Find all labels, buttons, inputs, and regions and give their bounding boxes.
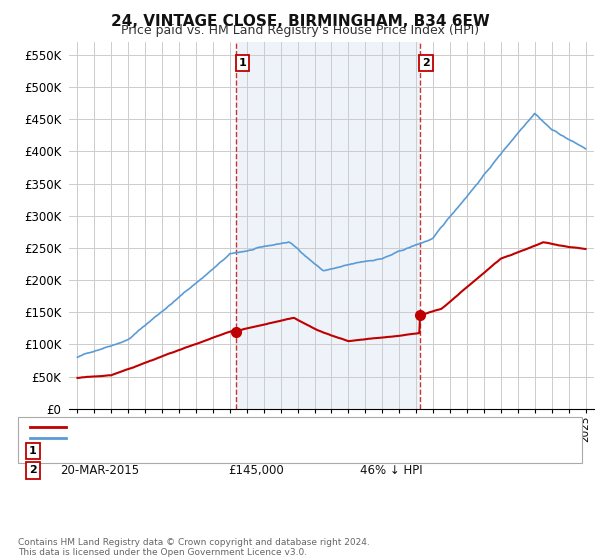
Text: HPI: Average price, detached house, Birmingham: HPI: Average price, detached house, Birm… bbox=[72, 433, 341, 443]
Text: 24, VINTAGE CLOSE, BIRMINGHAM, B34 6EW (detached house): 24, VINTAGE CLOSE, BIRMINGHAM, B34 6EW (… bbox=[72, 422, 415, 432]
Text: 48% ↓ HPI: 48% ↓ HPI bbox=[360, 444, 422, 458]
Text: 46% ↓ HPI: 46% ↓ HPI bbox=[360, 464, 422, 477]
Text: 21-MAY-2004: 21-MAY-2004 bbox=[60, 444, 137, 458]
Text: 1: 1 bbox=[29, 446, 37, 456]
Text: Contains HM Land Registry data © Crown copyright and database right 2024.
This d: Contains HM Land Registry data © Crown c… bbox=[18, 538, 370, 557]
Text: Price paid vs. HM Land Registry's House Price Index (HPI): Price paid vs. HM Land Registry's House … bbox=[121, 24, 479, 37]
Text: 1: 1 bbox=[239, 58, 247, 68]
Text: 24, VINTAGE CLOSE, BIRMINGHAM, B34 6EW: 24, VINTAGE CLOSE, BIRMINGHAM, B34 6EW bbox=[110, 14, 490, 29]
Text: 2: 2 bbox=[422, 58, 430, 68]
Text: £120,000: £120,000 bbox=[228, 444, 284, 458]
Bar bbox=[236, 42, 420, 409]
Text: 2: 2 bbox=[29, 465, 37, 475]
Text: £145,000: £145,000 bbox=[228, 464, 284, 477]
Text: 20-MAR-2015: 20-MAR-2015 bbox=[60, 464, 139, 477]
